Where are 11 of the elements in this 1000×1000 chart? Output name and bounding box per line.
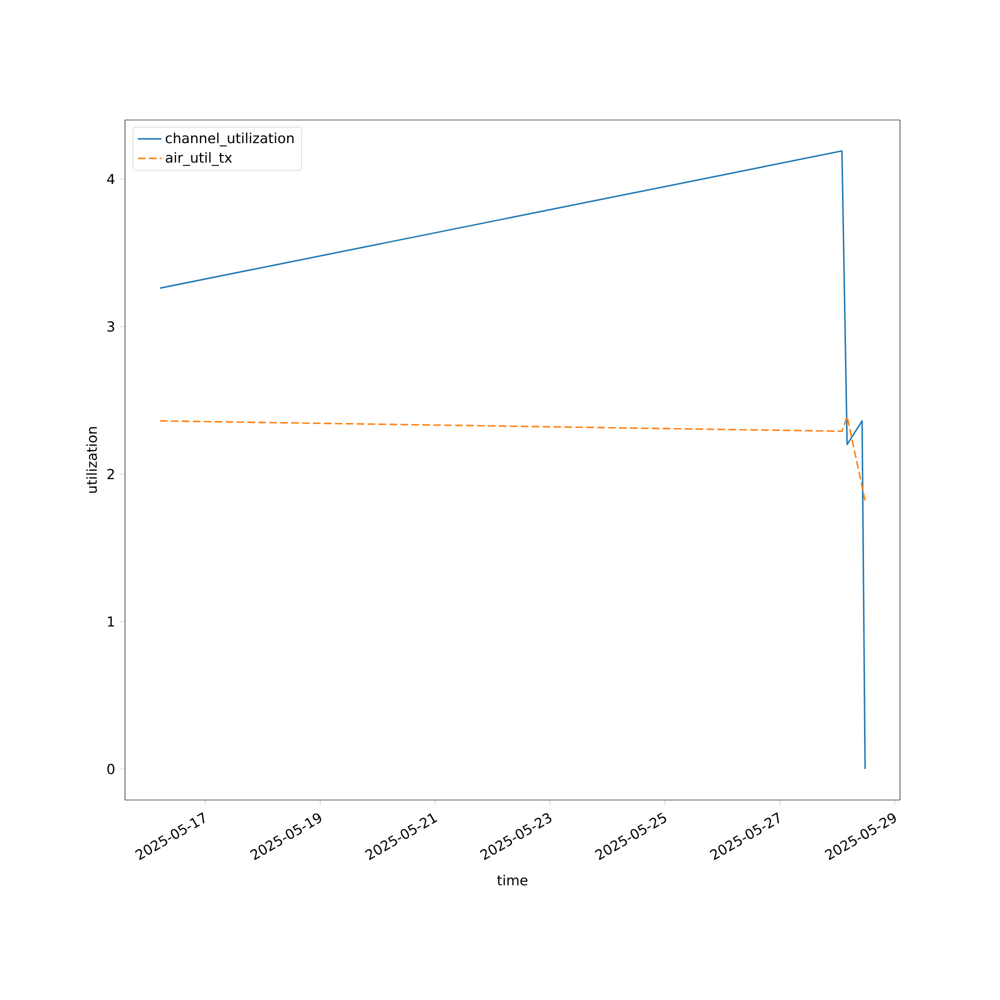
y-tick-label: 3 bbox=[108, 321, 114, 332]
y-tick-label: 1 bbox=[108, 616, 114, 627]
line-series bbox=[159, 416, 866, 502]
legend-label: air_util_tx bbox=[166, 152, 232, 166]
legend-label: channel_utilization bbox=[166, 132, 294, 146]
line-series bbox=[159, 150, 866, 770]
y-tick-label: 2 bbox=[107, 468, 114, 480]
y-tick-label: 4 bbox=[107, 174, 114, 184]
y-tick-label: 0 bbox=[107, 764, 114, 774]
x-axis-title: time bbox=[497, 874, 528, 886]
y-axis-title: utilization bbox=[86, 427, 97, 493]
